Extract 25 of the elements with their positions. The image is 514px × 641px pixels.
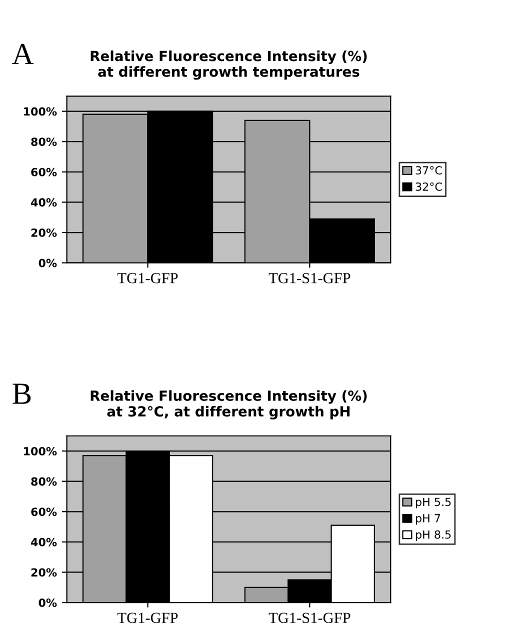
y-tick-label: 40% [31, 198, 57, 207]
x-tick-label: TG1-GFP [117, 273, 178, 284]
legend-label: pH 7 [416, 514, 440, 525]
y-tick-label: 100% [24, 447, 57, 456]
chart-title: Relative Fluorescence Intensity (%) at 32°C, at different growth pH [90, 390, 367, 420]
y-tick-label: 100% [24, 107, 57, 116]
legend-label: pH 5.5 [416, 498, 451, 508]
text: B [12, 384, 31, 404]
y-tick-label: 0% [38, 258, 57, 268]
x-tick-label: TG1-GFP [117, 612, 178, 624]
y-tick-label: 60% [31, 508, 57, 516]
chart-title: Relative Fluorescence Intensity (%) at different growth temperatures [90, 50, 367, 80]
legend-label: pH 8.5 [416, 530, 451, 541]
x-tick-label: TG1-S1-GFP [268, 273, 350, 284]
y-tick-label: 40% [31, 538, 57, 546]
y-tick-label: 80% [31, 477, 57, 486]
legend-label: 37°C [416, 166, 442, 175]
x-tick-label: TG1-S1-GFP [268, 612, 350, 624]
y-tick-label: 60% [31, 168, 57, 176]
y-tick-label: 80% [31, 138, 57, 146]
text: A [12, 44, 34, 64]
y-tick-label: 20% [31, 228, 57, 237]
legend-label: 32°C [416, 182, 442, 191]
y-tick-label: 0% [38, 598, 57, 607]
y-tick-label: 20% [31, 568, 57, 577]
